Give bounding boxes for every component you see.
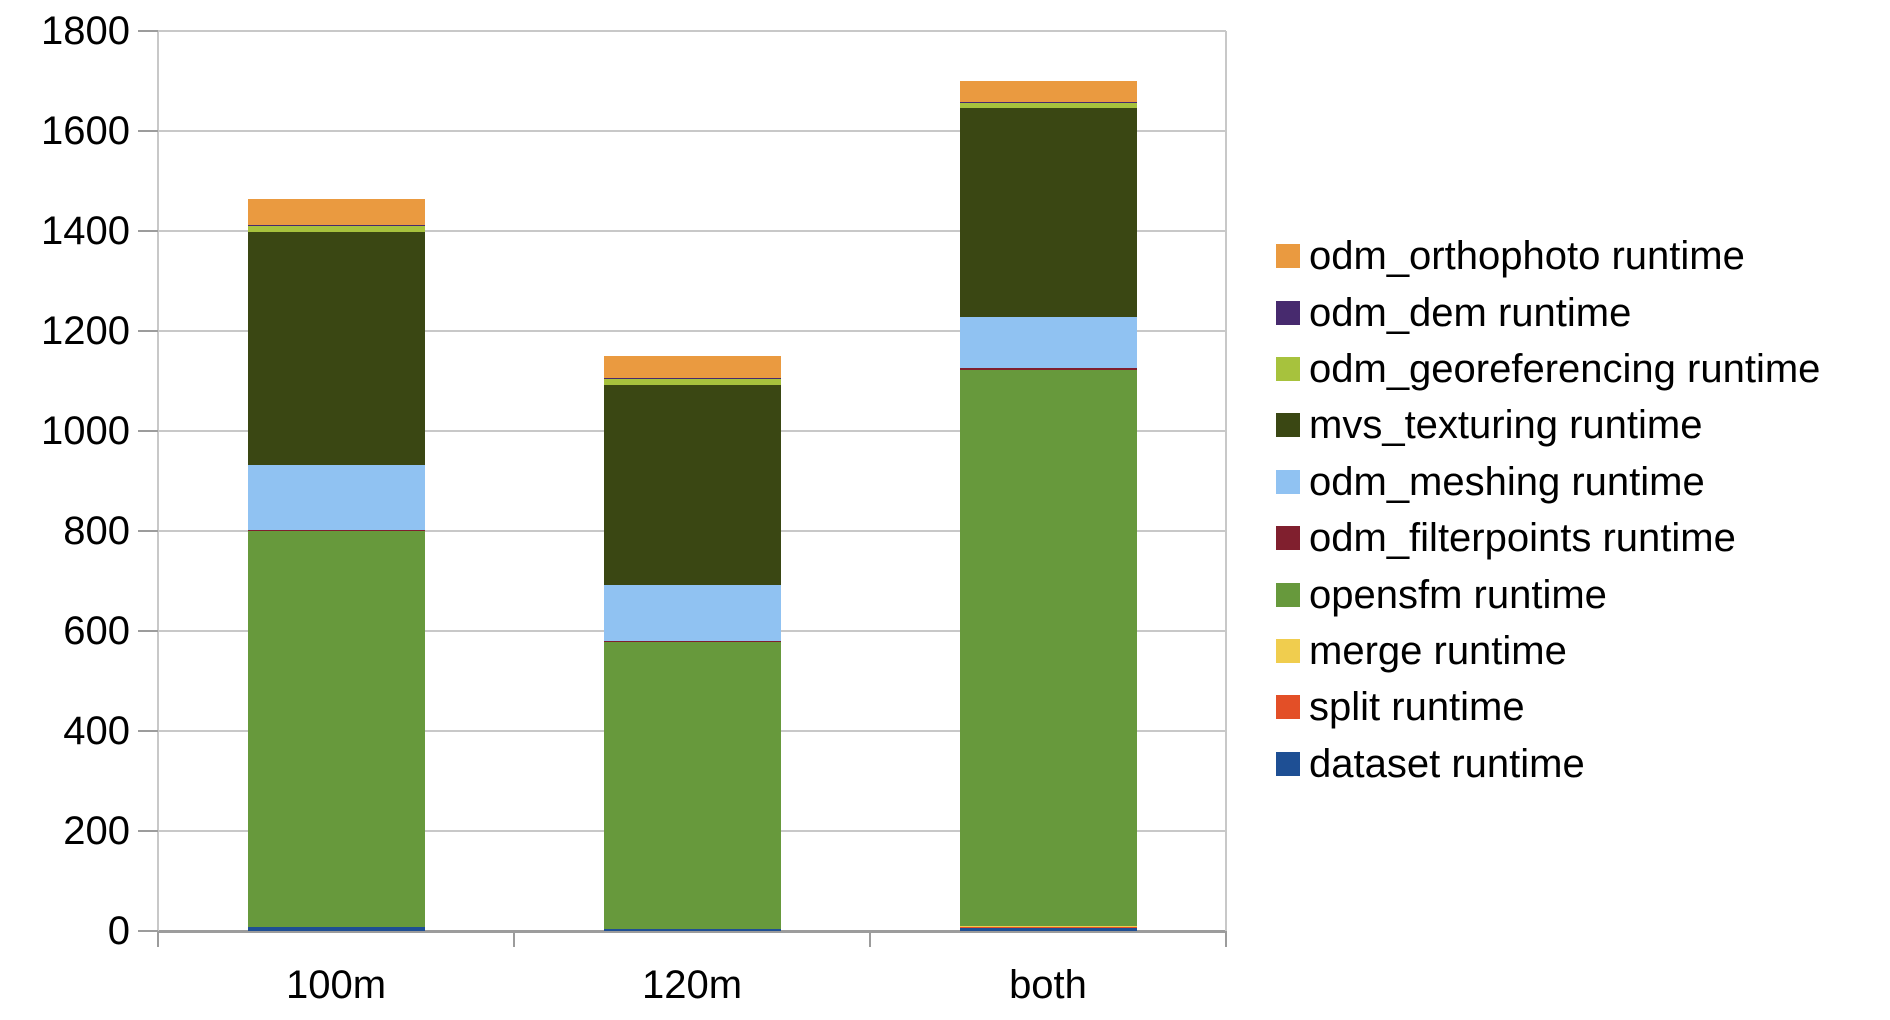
legend-label: odm_meshing runtime <box>1309 459 1705 504</box>
y-gridline <box>158 30 1226 32</box>
bar-segment <box>959 369 1137 926</box>
bar-segment <box>603 378 781 385</box>
y-tick-label: 1000 <box>41 409 130 453</box>
legend: odm_orthophoto runtime odm_dem runtime odm… <box>1276 228 1820 792</box>
plot-right-border <box>1225 31 1227 947</box>
x-category-label: 120m <box>641 963 743 1007</box>
bar-segment <box>247 530 425 927</box>
legend-label: mvs_texturing runtime <box>1309 403 1703 448</box>
legend-item: mvs_texturing runtime <box>1276 397 1820 453</box>
legend-item: odm_georeferencing runtime <box>1276 341 1820 397</box>
y-tick <box>138 530 158 532</box>
legend-swatch <box>1276 356 1300 381</box>
y-tick <box>138 630 158 632</box>
x-category-label: both <box>1009 963 1087 1007</box>
legend-item: odm_orthophoto runtime <box>1276 228 1820 284</box>
bar-segment <box>603 585 781 641</box>
x-tick <box>1225 931 1227 947</box>
legend-swatch <box>1276 751 1300 776</box>
legend-item: dataset runtime <box>1276 736 1820 792</box>
legend-label: odm_georeferencing runtime <box>1309 346 1821 391</box>
bar-segment <box>247 225 425 226</box>
legend-swatch <box>1276 695 1300 720</box>
y-gridline <box>158 330 1226 332</box>
bar-segment <box>603 929 781 931</box>
y-tick <box>138 230 158 232</box>
legend-item: merge runtime <box>1276 623 1820 679</box>
legend-label: dataset runtime <box>1309 741 1585 786</box>
bar-segment <box>247 464 425 530</box>
bar-segment <box>247 199 425 225</box>
x-axis-line <box>158 929 1226 933</box>
y-tick <box>138 30 158 32</box>
y-tick-label: 600 <box>63 609 130 653</box>
bar-segment <box>959 317 1137 368</box>
y-tick <box>138 330 158 332</box>
x-tick <box>157 931 159 947</box>
bar-segment <box>959 103 1137 108</box>
legend-item: odm_meshing runtime <box>1276 454 1820 510</box>
legend-item: split runtime <box>1276 679 1820 735</box>
y-tick-label: 800 <box>63 509 130 553</box>
x-tick <box>869 931 871 947</box>
bar-segment <box>603 642 781 929</box>
legend-label: odm_filterpoints runtime <box>1309 516 1736 561</box>
legend-swatch <box>1276 582 1300 607</box>
bar-segment <box>959 926 1137 927</box>
bar-segment <box>959 368 1137 370</box>
bar-segment <box>603 378 781 379</box>
y-tick <box>138 930 158 932</box>
plot-left-border <box>157 31 159 947</box>
y-tick-label: 1400 <box>41 209 130 253</box>
y-tick <box>138 730 158 732</box>
legend-swatch <box>1276 638 1300 663</box>
legend-label: odm_dem runtime <box>1309 290 1632 335</box>
bar-segment <box>959 102 1137 103</box>
legend-item: odm_dem runtime <box>1276 284 1820 340</box>
bar-segment <box>247 225 425 232</box>
legend-swatch <box>1276 469 1300 494</box>
legend-label: opensfm runtime <box>1309 572 1607 617</box>
legend-item: odm_filterpoints runtime <box>1276 510 1820 566</box>
bar-segment <box>959 926 1137 927</box>
legend-swatch <box>1276 244 1300 269</box>
y-tick-label: 1800 <box>41 9 130 53</box>
bar-segment <box>247 927 425 931</box>
legend-item: opensfm runtime <box>1276 566 1820 622</box>
bar-segment <box>247 529 425 531</box>
y-tick-label: 200 <box>63 809 130 853</box>
bar-segment <box>603 356 781 378</box>
y-tick <box>138 130 158 132</box>
x-category-label: 100m <box>285 963 387 1007</box>
legend-swatch <box>1276 526 1300 551</box>
x-tick <box>513 931 515 947</box>
y-tick-label: 400 <box>63 709 130 753</box>
legend-label: odm_orthophoto runtime <box>1309 234 1745 279</box>
legend-label: split runtime <box>1309 685 1525 730</box>
y-gridline <box>158 230 1226 232</box>
y-gridline <box>158 130 1226 132</box>
bar-segment <box>959 927 1137 931</box>
legend-label: merge runtime <box>1309 628 1567 673</box>
legend-swatch <box>1276 300 1300 325</box>
bar-segment <box>959 108 1137 317</box>
y-tick-label: 1600 <box>41 109 130 153</box>
bar-segment <box>247 231 425 465</box>
y-tick <box>138 430 158 432</box>
bar-segment <box>603 385 781 585</box>
legend-swatch <box>1276 413 1300 438</box>
y-tick-label: 1200 <box>41 309 130 353</box>
y-tick-label: 0 <box>107 909 130 953</box>
bar-segment <box>603 641 781 642</box>
bar-segment <box>959 81 1137 102</box>
y-tick <box>138 830 158 832</box>
